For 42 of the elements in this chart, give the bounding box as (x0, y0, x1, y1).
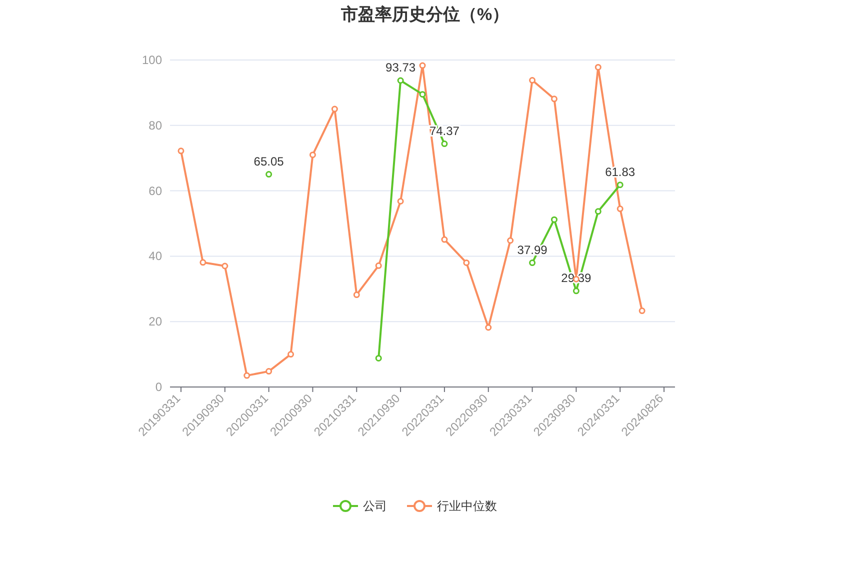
y-tick-label: 60 (148, 184, 162, 198)
point (616, 206, 624, 212)
point (419, 62, 426, 69)
point (463, 259, 470, 266)
point (375, 354, 382, 362)
point (331, 106, 338, 112)
point (266, 368, 272, 375)
point (244, 372, 250, 379)
point (638, 308, 646, 314)
point (288, 351, 294, 358)
point (550, 216, 558, 223)
point (397, 198, 404, 205)
point (485, 324, 492, 331)
point (375, 262, 382, 269)
point (441, 140, 448, 148)
chart-title: 市盈率历史分位（%） (340, 5, 510, 24)
point (200, 259, 206, 266)
point (309, 152, 316, 158)
y-tick-label: 20 (148, 314, 162, 329)
point (419, 91, 426, 98)
point (178, 148, 184, 154)
y-tick-label: 0 (155, 380, 162, 394)
point (222, 262, 228, 270)
legend-label: 公司 (363, 499, 387, 513)
data-label: 93.73 (386, 60, 416, 75)
point (572, 288, 580, 294)
point (353, 292, 360, 298)
point (594, 208, 602, 215)
legend-label: 行业中位数 (437, 499, 497, 513)
data-label: 65.05 (254, 154, 284, 168)
y-tick-label: 40 (148, 249, 162, 264)
y-tick-label: 100 (142, 53, 162, 67)
point (529, 260, 536, 266)
point (550, 96, 558, 102)
point (616, 182, 624, 188)
point (594, 64, 602, 70)
point (397, 77, 404, 84)
point (441, 236, 448, 243)
y-tick-label: 80 (148, 118, 162, 132)
point (507, 237, 514, 244)
point (266, 171, 272, 178)
point (529, 77, 536, 84)
